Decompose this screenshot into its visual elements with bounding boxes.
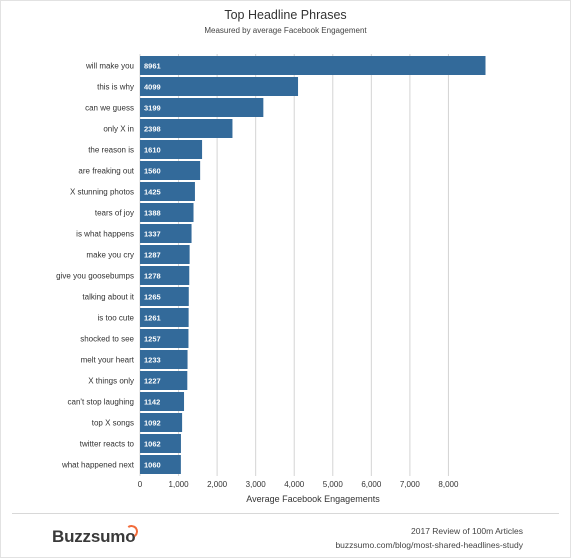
category-label: only X in	[103, 125, 134, 134]
bar	[140, 245, 190, 264]
bar	[140, 182, 195, 201]
bars: 8961 4099 3199 2398 1610 1560 1425 1388 1337 1287…	[140, 56, 486, 474]
bar-value-label: 1092	[144, 419, 161, 428]
footer-source-title: 2017 Review of 100m Articles	[411, 526, 523, 536]
bar	[140, 434, 181, 453]
bar-value-label: 3199	[144, 104, 161, 113]
bar	[140, 287, 189, 306]
category-label: is too cute	[98, 314, 135, 323]
category-labels: will make you this is why can we guess only…	[56, 62, 135, 470]
bar-value-label: 1388	[144, 209, 161, 218]
category-label: is what happens	[76, 230, 134, 239]
category-label: melt your heart	[81, 356, 135, 365]
footer-source-url: buzzsumo.com/blog/most-shared-headlines-…	[335, 540, 523, 550]
category-label: can't stop laughing	[68, 398, 134, 407]
bar	[140, 224, 192, 243]
category-label: give you goosebumps	[56, 272, 134, 281]
bar-value-label: 1425	[144, 188, 161, 197]
bar	[140, 203, 194, 222]
category-label: X stunning photos	[70, 188, 134, 197]
x-tick-label: 3,000	[246, 480, 267, 489]
buzzsumo-logo: Buzzsumo	[52, 523, 140, 547]
x-axis-title: Average Facebook Engagements	[246, 494, 380, 504]
category-label: will make you	[85, 62, 134, 71]
bar	[140, 392, 185, 411]
bar-value-label: 1265	[144, 293, 161, 302]
bar-value-label: 2398	[144, 125, 161, 134]
bar-value-label: 1287	[144, 251, 161, 260]
bar-value-label: 4099	[144, 83, 161, 92]
category-label: are freaking out	[78, 167, 134, 176]
bar-value-label: 1337	[144, 230, 161, 239]
bar-value-label: 1257	[144, 335, 161, 344]
bar-value-label: 1060	[144, 461, 161, 470]
bar	[140, 119, 233, 138]
category-label: the reason is	[88, 146, 134, 155]
category-label: make you cry	[86, 251, 134, 260]
category-label: can we guess	[85, 104, 134, 113]
bar	[140, 350, 188, 369]
bar	[140, 371, 188, 390]
bar	[140, 329, 189, 348]
x-tick-label: 1,000	[169, 480, 190, 489]
x-tick-label: 4,000	[284, 480, 305, 489]
bar-value-label: 1261	[144, 314, 161, 323]
x-tick-label: 0	[138, 480, 143, 489]
bar	[140, 161, 201, 180]
chart-title: Top Headline Phrases	[224, 8, 347, 22]
bar-value-label: 1142	[144, 398, 160, 407]
bar	[140, 140, 203, 159]
category-label: twitter reacts to	[80, 440, 135, 449]
bar-value-label: 8961	[144, 62, 161, 71]
x-tick-label: 5,000	[323, 480, 344, 489]
category-label: talking about it	[82, 293, 134, 302]
footer-divider	[12, 513, 559, 514]
category-label: shocked to see	[80, 335, 134, 344]
category-label: X things only	[88, 377, 134, 386]
grid-lines	[139, 54, 449, 476]
chart-subtitle: Measured by average Facebook Engagement	[204, 26, 367, 35]
x-tick-label: 6,000	[361, 480, 382, 489]
brand-name: Buzzsumo	[52, 527, 136, 546]
bar	[140, 308, 189, 327]
x-tick-label: 7,000	[400, 480, 421, 489]
bar-value-label: 1610	[144, 146, 161, 155]
bar	[140, 98, 264, 117]
category-label: what happened next	[61, 461, 135, 470]
x-axis-ticks: 0 1,000 2,000 3,000 4,000 5,000 6,000 7,000 8,00…	[138, 480, 459, 489]
x-tick-label: 8,000	[438, 480, 459, 489]
bar-value-label: 1560	[144, 167, 161, 176]
bar	[140, 455, 181, 474]
bar	[140, 56, 486, 75]
bar-value-label: 1062	[144, 440, 161, 449]
bar-value-label: 1233	[144, 356, 161, 365]
category-label: this is why	[97, 83, 134, 92]
bar	[140, 266, 190, 285]
x-tick-label: 2,000	[207, 480, 228, 489]
category-label: top X songs	[92, 419, 134, 428]
bar-value-label: 1278	[144, 272, 161, 281]
bar	[140, 413, 183, 432]
category-label: tears of joy	[95, 209, 134, 218]
bar-value-label: 1227	[144, 377, 161, 386]
bar-chart: 8961 4099 3199 2398 1610 1560 1425 1388 1337 1287…	[56, 54, 486, 504]
bar	[140, 77, 299, 96]
